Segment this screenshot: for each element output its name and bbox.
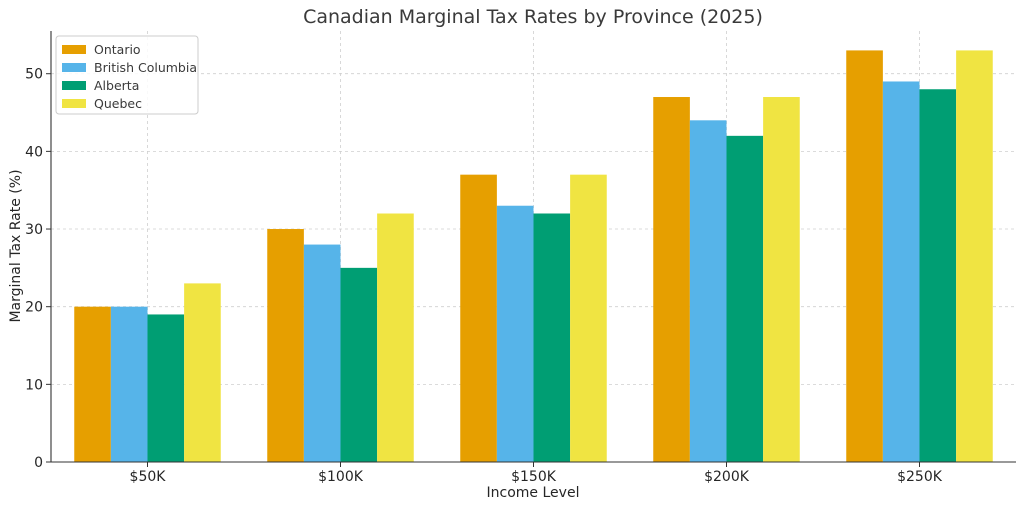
y-tick-label: 0	[34, 455, 43, 471]
axes-layer: 0 10 20 30 40 50 $50K $100K $150K $200K $250K	[25, 31, 1016, 485]
y-tick-label: 20	[25, 300, 43, 316]
x-tick-label: $250K	[897, 469, 943, 485]
bars-layer	[74, 50, 993, 463]
bar	[303, 244, 341, 462]
legend-frame	[55, 35, 199, 115]
bar	[184, 283, 221, 462]
bar	[110, 306, 148, 462]
bar	[956, 50, 993, 462]
bar	[763, 97, 800, 463]
x-tick-label: $50K	[130, 469, 167, 485]
bar	[846, 50, 883, 462]
y-tick-label: 30	[25, 222, 43, 238]
legend-swatch	[62, 99, 86, 108]
legend-label: Ontario	[94, 42, 141, 57]
x-tick-label: $200K	[704, 469, 750, 485]
bar	[689, 120, 727, 462]
bar	[919, 89, 957, 463]
bar	[533, 213, 571, 462]
bar	[653, 97, 690, 463]
bar	[882, 81, 920, 462]
legend-label: Quebec	[94, 96, 142, 111]
bar	[147, 314, 185, 462]
legend-label: Alberta	[94, 78, 139, 93]
legend-swatch	[62, 63, 86, 72]
legend: Ontario British Columbia Alberta Quebec	[55, 35, 199, 115]
y-tick-label: 10	[25, 377, 43, 393]
y-axis-label: Marginal Tax Rate (%)	[8, 169, 24, 322]
bar	[340, 267, 378, 462]
bar	[460, 174, 497, 462]
bar	[74, 306, 111, 462]
legend-label: British Columbia	[94, 60, 197, 75]
legend-swatch	[62, 45, 86, 54]
bar	[726, 135, 764, 463]
bar	[570, 174, 607, 462]
bar	[377, 213, 414, 462]
bar	[267, 229, 304, 462]
chart-title: Canadian Marginal Tax Rates by Province …	[303, 6, 763, 28]
legend-swatch	[62, 81, 86, 90]
y-tick-label: 50	[25, 67, 43, 83]
x-axis-label: Income Level	[487, 485, 580, 501]
y-tick-label: 40	[25, 144, 43, 160]
bar	[496, 205, 534, 462]
x-tick-label: $150K	[511, 469, 557, 485]
x-tick-label: $100K	[318, 469, 364, 485]
